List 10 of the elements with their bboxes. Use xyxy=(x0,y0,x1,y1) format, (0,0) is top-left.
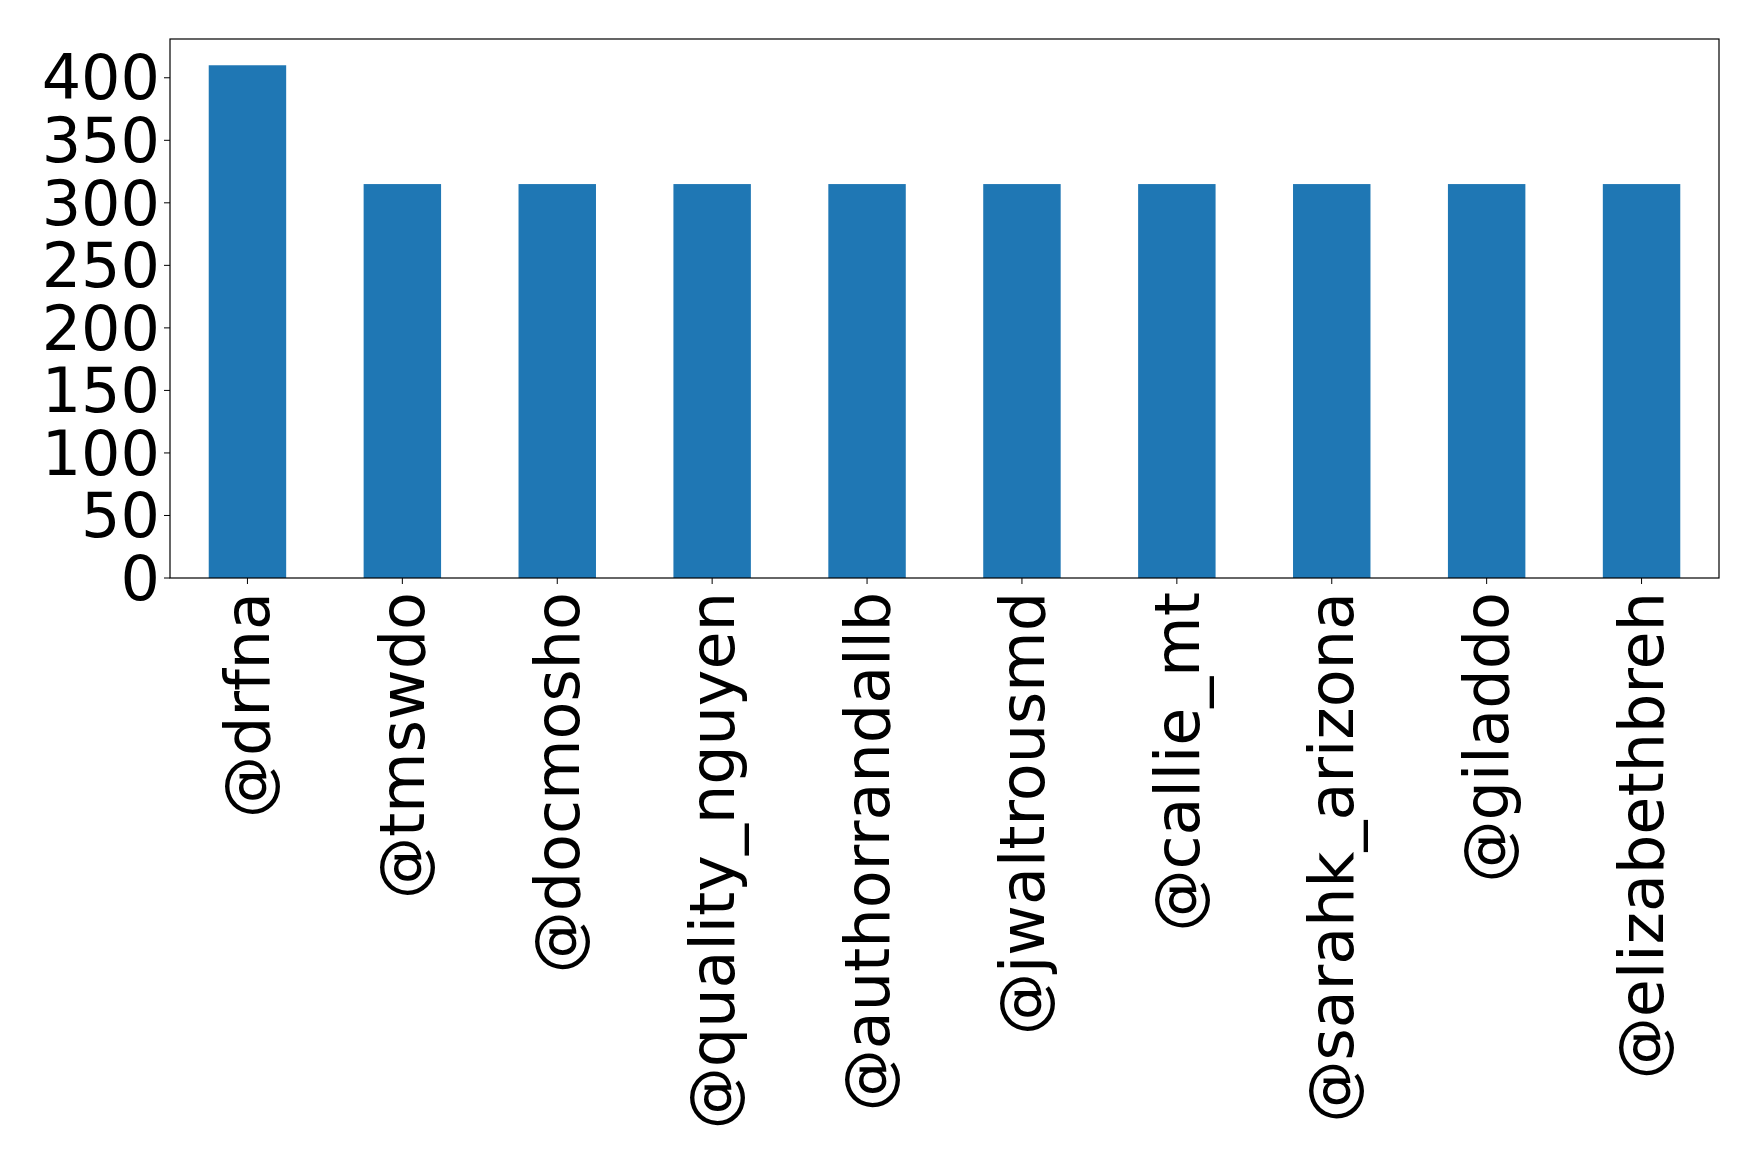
x-tick-label: @jwaltrousmd xyxy=(985,592,1059,1035)
x-tick-label: @callie_mt xyxy=(1140,592,1214,932)
x-tick-label: @authorrandallb xyxy=(830,592,904,1112)
x-tick-label: @quality_nguyen xyxy=(675,592,749,1130)
x-tick-label: @tmswdo xyxy=(366,592,440,900)
x-tick-label: @elizabethbreh xyxy=(1605,592,1679,1080)
x-tick-label: @drfna xyxy=(211,592,285,818)
x-tick-label: @sarahk_arizona xyxy=(1295,592,1369,1123)
x-tick-label: @docmosho xyxy=(520,592,594,974)
x-tick-label: @giladdo xyxy=(1450,592,1524,883)
